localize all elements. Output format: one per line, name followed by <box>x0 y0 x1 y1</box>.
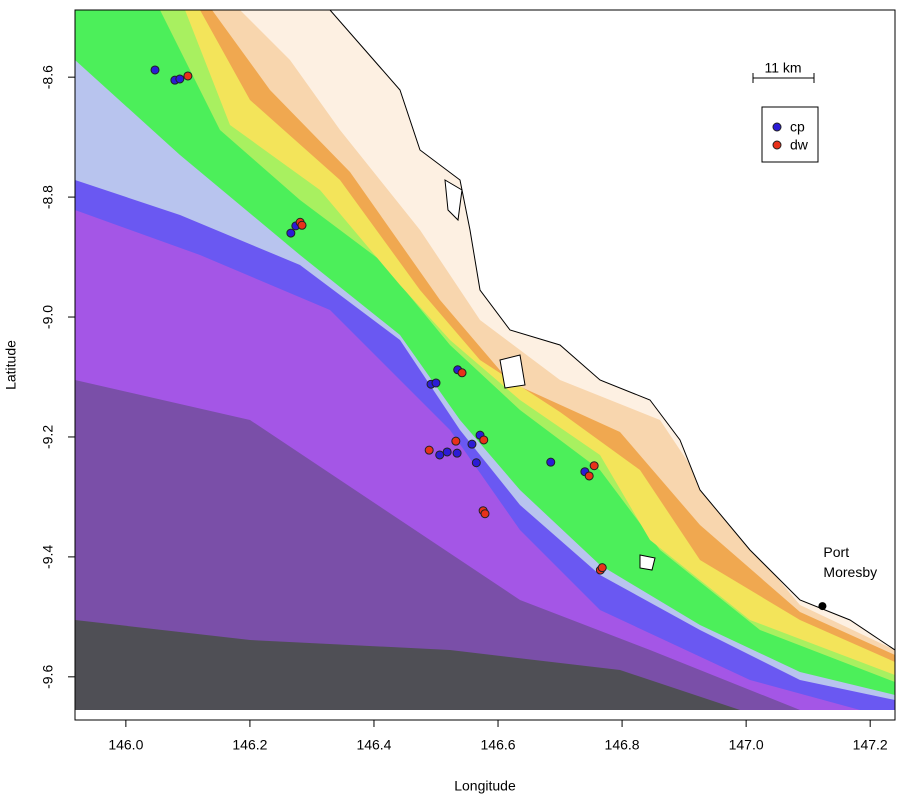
place-label: Port <box>823 544 849 560</box>
station-point <box>150 65 160 75</box>
station-point <box>286 228 296 238</box>
bathymetry <box>75 10 895 710</box>
station-point <box>452 448 462 458</box>
legend-marker <box>772 140 782 150</box>
station-point <box>435 450 445 460</box>
station-point <box>471 458 481 468</box>
place-marker <box>818 602 827 611</box>
station-point <box>175 74 185 84</box>
station-point <box>584 471 594 481</box>
y-tick-label: -9.2 <box>40 425 56 449</box>
station-point <box>479 435 489 445</box>
legend-box <box>761 106 819 163</box>
station-point <box>480 509 490 519</box>
station-point <box>457 368 467 378</box>
y-tick-label: -9.0 <box>40 305 56 329</box>
legend-label: cp <box>790 119 805 135</box>
x-tick-label: 146.2 <box>232 737 267 753</box>
x-tick-label: 146.4 <box>356 737 391 753</box>
x-axis-label: Longitude <box>454 778 516 794</box>
station-point <box>589 461 599 471</box>
scale-bar-label: 11 km <box>764 60 801 76</box>
plot-frame <box>74 9 896 721</box>
station-point <box>451 436 461 446</box>
y-tick-label: -8.8 <box>40 185 56 209</box>
legend-marker <box>772 122 782 132</box>
station-point <box>546 457 556 467</box>
x-tick-label: 146.0 <box>108 737 143 753</box>
station-point <box>431 378 441 388</box>
y-tick-label: -9.6 <box>40 665 56 689</box>
y-tick-label: -9.4 <box>40 545 56 569</box>
y-axis-label: Latitude <box>3 340 19 390</box>
y-tick-label: -8.6 <box>40 65 56 89</box>
legend-label: dw <box>790 137 809 153</box>
x-tick-label: 147.2 <box>853 737 888 753</box>
station-point <box>467 439 477 449</box>
x-tick-label: 146.6 <box>481 737 516 753</box>
x-tick-label: 147.0 <box>729 737 764 753</box>
station-point <box>297 220 307 230</box>
station-point <box>442 447 452 457</box>
x-tick-label: 146.8 <box>605 737 640 753</box>
place-label: Moresby <box>823 564 877 580</box>
station-point <box>424 445 434 455</box>
station-point <box>597 563 607 573</box>
station-point <box>183 71 193 81</box>
